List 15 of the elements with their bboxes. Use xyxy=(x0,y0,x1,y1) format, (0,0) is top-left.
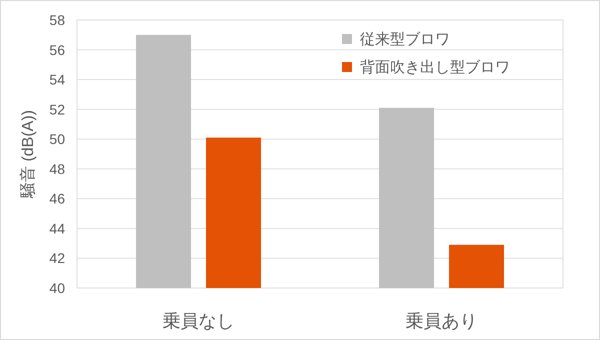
y-tick-label: 48 xyxy=(49,160,66,177)
y-tick-label: 54 xyxy=(49,72,66,88)
y-tick-label: 46 xyxy=(49,190,66,207)
y-tick-label: 56 xyxy=(49,42,66,58)
y-tick-label: 58 xyxy=(49,12,66,28)
y-tick-label: 50 xyxy=(49,131,66,148)
y-tick-label: 44 xyxy=(49,220,66,236)
legend-label: 従来型ブロワ xyxy=(360,31,450,48)
y-tick-label: 40 xyxy=(49,280,66,296)
y-axis-title: 騒音 (dB(A)) xyxy=(19,110,37,199)
legend-label: 背面吹き出し型ブロワ xyxy=(360,59,510,76)
x-tick-label: 乗員なし xyxy=(162,311,234,331)
x-tick-label: 乗員あり xyxy=(406,311,478,331)
y-tick-label: 52 xyxy=(49,101,66,118)
y-tick-label: 42 xyxy=(49,250,66,266)
